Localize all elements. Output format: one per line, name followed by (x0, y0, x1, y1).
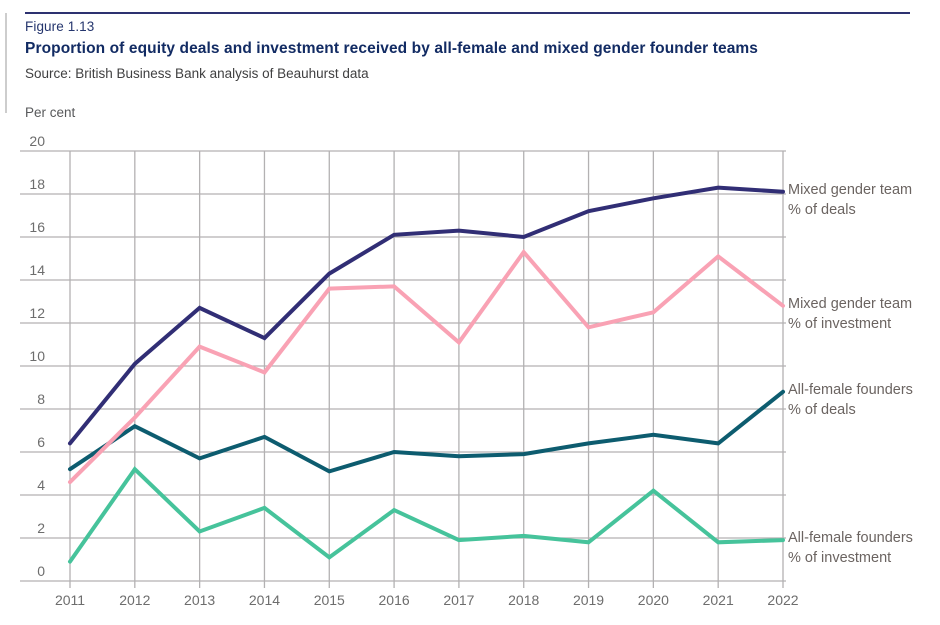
series-line-all-female-deals (68, 389, 785, 474)
y-axis-tick-label: 14 (29, 262, 45, 278)
x-axis-tick-label: 2016 (379, 592, 410, 608)
legend-label-all-female-deals: % of deals (788, 402, 856, 418)
y-axis-tick-label: 16 (29, 219, 45, 235)
series-line-mixed-gender-deals (68, 185, 785, 446)
y-axis-tick-label: 20 (29, 133, 45, 149)
y-axis-tick-label: 0 (37, 563, 45, 579)
figure-label: Figure 1.13 (25, 19, 95, 34)
legend-label-mixed-gender-investment: Mixed gender team (788, 296, 912, 312)
legend-label-all-female-deals: All-female founders (788, 382, 913, 398)
x-axis-tick-label: 2012 (119, 592, 150, 608)
x-axis-tick-label: 2019 (573, 592, 604, 608)
legend-label-all-female-investment: All-female founders (788, 530, 913, 546)
y-axis-tick-label: 18 (29, 176, 45, 192)
x-axis-tick-label: 2011 (55, 592, 85, 608)
y-axis-tick-label: 8 (37, 391, 45, 407)
y-axis-unit-label: Per cent (25, 105, 76, 120)
top-rule (25, 12, 910, 14)
y-axis-tick-label: 10 (29, 348, 45, 364)
legend-label-all-female-investment: % of investment (788, 550, 891, 566)
x-axis-tick-label: 2022 (767, 592, 798, 608)
y-axis-tick-label: 2 (37, 520, 45, 536)
y-axis-tick-label: 6 (37, 434, 45, 450)
legend-label-mixed-gender-deals: % of deals (788, 202, 856, 218)
figure-title: Proportion of equity deals and investmen… (25, 40, 759, 57)
x-axis-tick-label: 2020 (638, 592, 669, 608)
left-edge-line (5, 13, 7, 113)
legend-label-mixed-gender-investment: % of investment (788, 316, 891, 332)
x-axis-tick-label: 2018 (508, 592, 539, 608)
figure-source: Source: British Business Bank analysis o… (25, 66, 369, 81)
legend-label-mixed-gender-deals: Mixed gender team (788, 182, 912, 198)
x-axis-tick-label: 2014 (249, 592, 280, 608)
x-axis-tick-label: 2017 (443, 592, 474, 608)
series-line-mixed-gender-investment (68, 248, 785, 485)
y-axis-tick-label: 4 (37, 477, 45, 493)
x-axis-tick-label: 2015 (314, 592, 345, 608)
x-axis-tick-label: 2013 (184, 592, 215, 608)
x-axis-tick-label: 2021 (703, 592, 734, 608)
series-line-all-female-investment (68, 466, 785, 564)
y-axis-tick-label: 12 (29, 305, 45, 321)
